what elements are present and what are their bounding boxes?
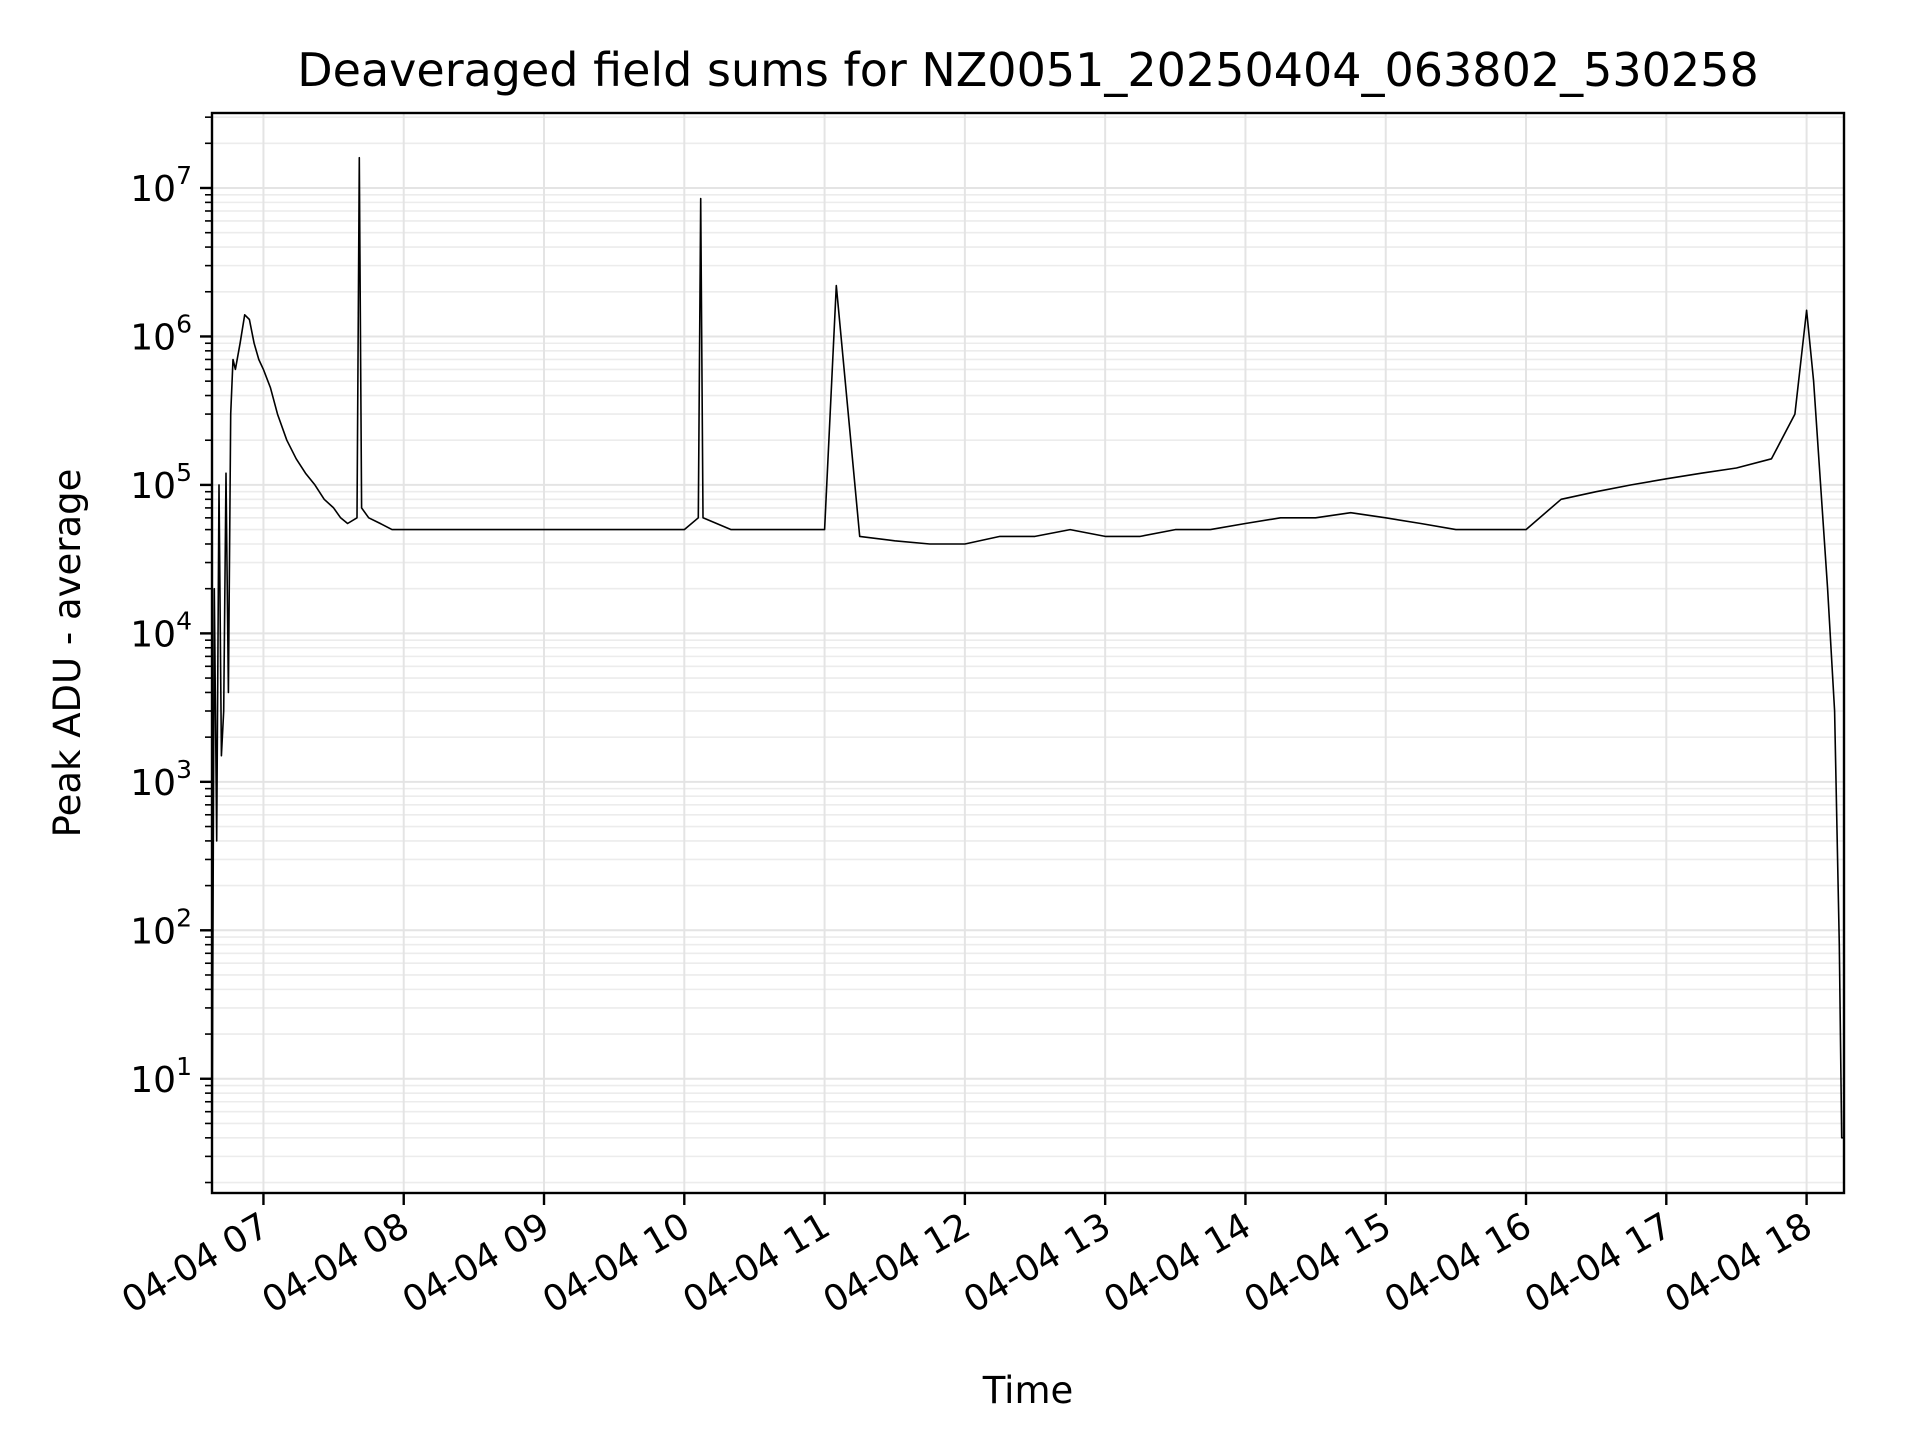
y-tick-base: 10 [130,169,176,210]
y-tick-base: 10 [130,911,176,952]
y-tick-exponent: 7 [176,161,192,190]
y-tick-label: 106 [130,309,192,358]
series-line [211,156,1844,1183]
y-tick-label: 102 [130,903,192,952]
y-tick-exponent: 6 [176,309,192,338]
y-tick-label: 107 [130,161,192,210]
plot-frame [210,111,1846,1195]
y-tick-exponent: 2 [176,903,192,932]
y-tick-exponent: 4 [176,606,192,635]
y-tick-exponent: 3 [176,755,192,784]
y-tick-label: 101 [130,1052,192,1101]
x-axis-label: Time [982,1369,1074,1412]
y-tick-label: 103 [130,755,192,804]
y-tick-base: 10 [130,317,176,358]
y-tick-base: 10 [130,1060,176,1101]
y-tick-label: 105 [130,458,192,507]
grid [212,113,1844,1193]
y-tick-base: 10 [130,763,176,804]
y-axis-label: Peak ADU - average [46,469,89,838]
y-tick-exponent: 5 [176,458,192,487]
series-layer [211,156,1844,1183]
y-tick-label: 104 [130,606,192,655]
y-tick-base: 10 [130,614,176,655]
y-tick-base: 10 [130,466,176,507]
y-tick-exponent: 1 [176,1052,192,1081]
chart-title: Deaveraged field sums for NZ0051_2025040… [297,43,1758,97]
